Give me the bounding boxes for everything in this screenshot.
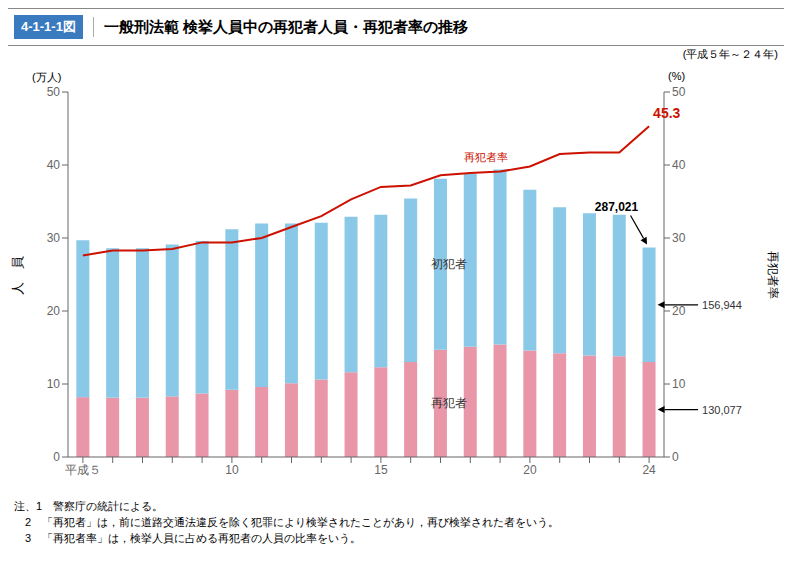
html-text:(万人): (万人) (32, 71, 62, 83)
svg-text:30: 30 (672, 231, 686, 245)
html-text:再犯者率: 再犯者率 (765, 250, 780, 299)
svg-text:再犯者率: 再犯者率 (464, 151, 508, 163)
svg-text:15: 15 (374, 463, 388, 477)
svg-text:24: 24 (642, 463, 656, 477)
svg-text:再犯者: 再犯者 (431, 396, 467, 410)
svg-text:20: 20 (47, 304, 61, 318)
svg-text:10: 10 (47, 377, 61, 391)
html-text:一般刑法範 検挙人員中の再犯者人員・再犯者率の推移: 一般刑法範 検挙人員中の再犯者人員・再犯者率の推移 (103, 17, 469, 35)
svg-text:10: 10 (225, 463, 239, 477)
svg-text:平成５: 平成５ (65, 463, 101, 477)
svg-text:40: 40 (672, 158, 686, 172)
svg-text:初犯者: 初犯者 (431, 257, 467, 271)
svg-text:0: 0 (672, 450, 679, 464)
svg-text:10: 10 (672, 377, 686, 391)
svg-text:45.3: 45.3 (653, 105, 680, 121)
svg-text:30: 30 (47, 231, 61, 245)
svg-text:156,944: 156,944 (702, 299, 742, 311)
html-text:4-1-1-1図: 4-1-1-1図 (21, 19, 76, 34)
html-text:人 員: 人 員 (10, 255, 25, 294)
svg-text:287,021: 287,021 (595, 200, 639, 214)
svg-text:50: 50 (672, 85, 686, 99)
svg-text:50: 50 (47, 85, 61, 99)
svg-text:40: 40 (47, 158, 61, 172)
svg-text:20: 20 (672, 304, 686, 318)
html-text:(平成５年～２４年): (平成５年～２４年) (682, 48, 778, 60)
html-text:3 「再犯者率」は，検挙人員に占める再犯者の人員の比率をいう: 3 「再犯者率」は，検挙人員に占める再犯者の人員の比率をいう。 (14, 532, 362, 544)
html-text:注、1 警察庁の統計による。: 注、1 警察庁の統計による。 (14, 500, 164, 512)
svg-text:20: 20 (523, 463, 537, 477)
svg-text:130,077: 130,077 (702, 404, 742, 416)
svg-text:0: 0 (53, 450, 60, 464)
html-text:2 「再犯者」は，前に道路交通法違反を除く犯罪により検挙され: 2 「再犯者」は，前に道路交通法違反を除く犯罪により検挙されたことがあり，再び検… (14, 516, 560, 528)
